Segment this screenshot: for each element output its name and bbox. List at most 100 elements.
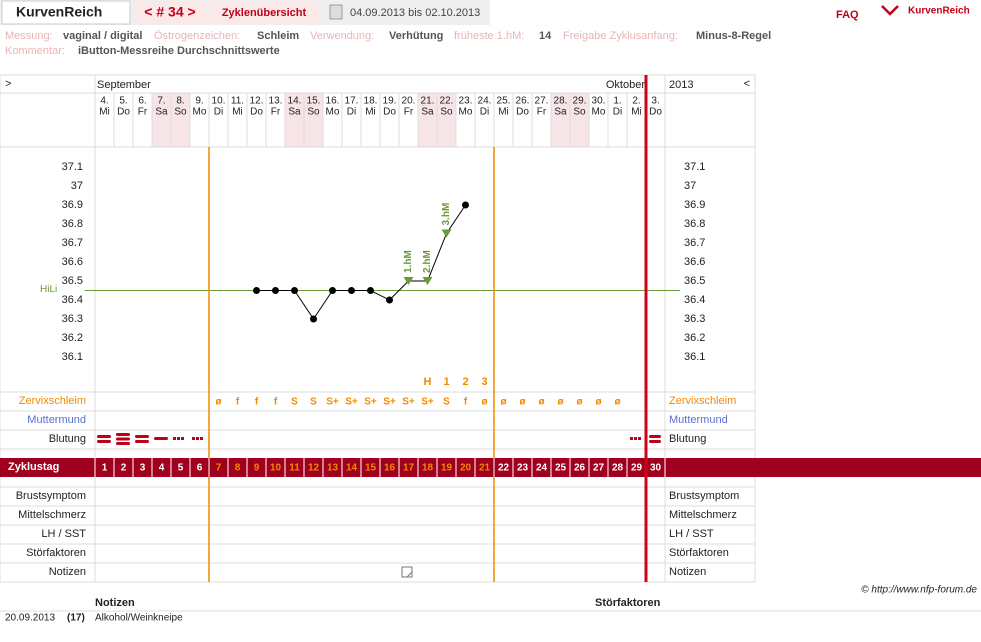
row-label: Mittelschmerz [18, 509, 86, 521]
mucus-value: ø [538, 397, 545, 408]
y-tick-label-right: 36.1 [684, 351, 705, 363]
note-day: (17) [67, 613, 85, 624]
temperature-line [256, 204, 466, 320]
cycle-day: 1 [102, 463, 108, 474]
y-tick-label-right: 37 [684, 180, 696, 192]
row-label-right: Mittelschmerz [669, 509, 737, 521]
info-value: 14 [539, 30, 552, 42]
day-number: 26. [516, 96, 530, 107]
mucus-value: S+ [421, 397, 434, 408]
y-tick-label: 36.5 [62, 275, 83, 287]
high-label: 1.hM [403, 250, 414, 273]
mucus-value: S [291, 397, 298, 408]
mucus-value: S+ [383, 397, 396, 408]
mucus-value: S+ [402, 397, 415, 408]
day-number: 25. [497, 96, 511, 107]
y-tick-label: 37 [71, 180, 83, 192]
cycle-day: 8 [235, 463, 241, 474]
note-icon[interactable] [401, 566, 413, 578]
weekend-shade [418, 93, 437, 147]
mucus-value: ø [481, 397, 488, 408]
day-number: 21. [421, 96, 435, 107]
cycle-day: 20 [460, 463, 472, 474]
row-label: Zyklustag [8, 461, 59, 473]
weekday: So [573, 107, 586, 118]
cycle-day: 14 [346, 463, 358, 474]
cycle-day: 17 [403, 463, 415, 474]
print-icon[interactable] [329, 4, 343, 20]
mucus-value: f [236, 397, 240, 408]
cycle-day: 21 [479, 463, 491, 474]
brand-box [1, 0, 131, 25]
note-text: Alkohol/Weinkneipe [95, 613, 183, 624]
weekday: Fr [404, 107, 414, 118]
mucus-value: S [443, 397, 450, 408]
weekday: So [440, 107, 453, 118]
peak-label: 1 [443, 376, 449, 388]
row-label-right: Störfaktoren [669, 547, 729, 559]
day-number: 2. [632, 96, 640, 107]
weekday: Mo [459, 107, 473, 118]
mucus-value: f [464, 397, 468, 408]
y-tick-label-right: 36.9 [684, 199, 705, 211]
y-tick-label: 36.2 [62, 332, 83, 344]
mucus-value: f [274, 397, 278, 408]
cycle-day: 7 [216, 463, 222, 474]
faq-link[interactable]: FAQ [836, 9, 859, 21]
day-number: 13. [269, 96, 283, 107]
high-marker [441, 229, 452, 238]
cycle-day: 2 [121, 463, 127, 474]
info-label: früheste 1.hM: [454, 30, 524, 42]
cycle-day-bar [0, 458, 981, 477]
nav-box [134, 1, 206, 24]
weekend-shade [437, 93, 456, 147]
month-label: September [97, 79, 151, 91]
logo-text[interactable]: KurvenReich [908, 6, 970, 17]
day-number: 20. [402, 96, 416, 107]
weekday: Do [117, 107, 130, 118]
day-number: 27. [535, 96, 549, 107]
day-number: 8. [176, 96, 184, 107]
weekday: So [174, 107, 187, 118]
weekday: Mo [592, 107, 606, 118]
row-label-right: Blutung [669, 433, 706, 445]
row-label-right: Zervixschleim [669, 395, 736, 407]
y-tick-label-right: 36.4 [684, 294, 705, 306]
cycle-day: 27 [593, 463, 605, 474]
peak-label: H [424, 376, 432, 388]
weekday: Do [649, 107, 662, 118]
weekend-shade [285, 93, 304, 147]
cycle-day: 23 [517, 463, 529, 474]
row-label: LH / SST [41, 528, 86, 540]
hili-label: HiLi [40, 284, 57, 295]
info-label: Östrogenzeichen: [154, 30, 240, 42]
cycle-day: 6 [197, 463, 203, 474]
temperature-point [367, 287, 374, 294]
high-label: 3.hM [441, 203, 452, 226]
y-tick-label: 36.4 [62, 294, 83, 306]
nav-prev[interactable]: > [5, 78, 11, 90]
weekday: Fr [271, 107, 281, 118]
day-number: 30. [592, 96, 606, 107]
row-label-right: Notizen [669, 566, 706, 578]
weekday: Mi [232, 107, 243, 118]
weekend-shade [551, 93, 570, 147]
y-tick-label-right: 36.7 [684, 237, 705, 249]
nav-next[interactable]: < [744, 78, 750, 90]
cycle-day: 15 [365, 463, 377, 474]
copyright: © http://www.nfp-forum.de [861, 585, 977, 596]
cycle-day: 28 [612, 463, 624, 474]
cycle-nav[interactable]: < # 34 > [144, 4, 195, 20]
info-value: Schleim [257, 30, 299, 42]
weekday: Do [383, 107, 396, 118]
cycle-day: 16 [384, 463, 396, 474]
info-value: vaginal / digital [63, 30, 142, 42]
cycle-day: 25 [555, 463, 567, 474]
weekday: Di [347, 107, 356, 118]
weekday: Sa [155, 107, 168, 118]
cycle-day: 24 [536, 463, 548, 474]
overview-link[interactable]: Zyklenübersicht [222, 7, 307, 19]
cycle-day: 12 [308, 463, 320, 474]
comment-label: Kommentar: [5, 45, 65, 57]
